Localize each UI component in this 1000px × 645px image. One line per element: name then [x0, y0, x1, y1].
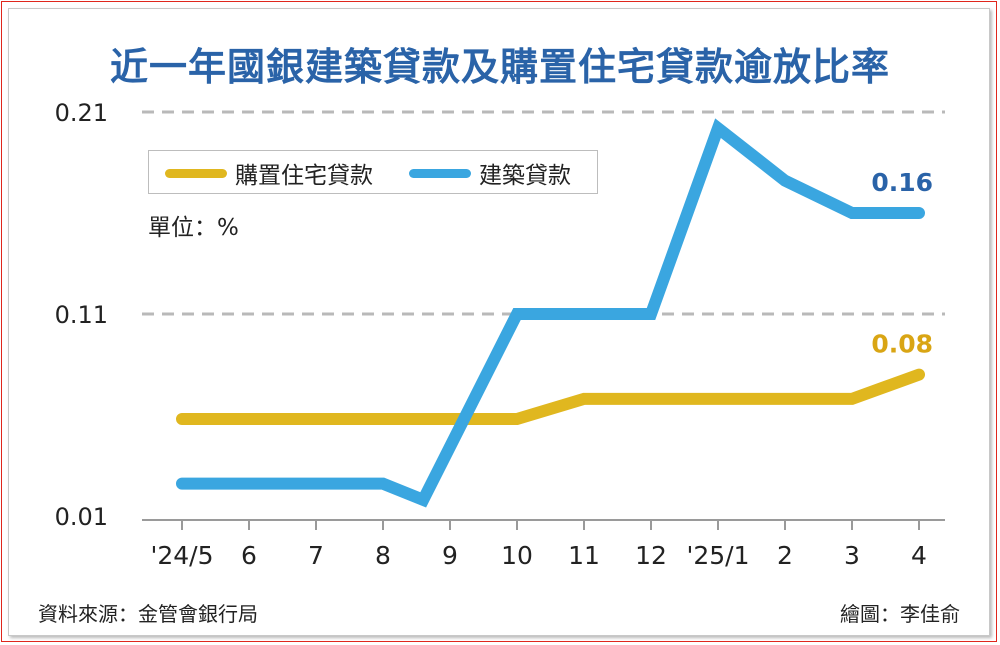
construction-loan-line	[176, 118, 925, 508]
housing-loan-line	[176, 368, 925, 426]
legend-label-housing: 購置住宅貸款	[235, 163, 373, 189]
y-tick-label: 0.11	[55, 301, 108, 329]
y-tick-labels: 0.21 0.11 0.01	[55, 99, 108, 531]
x-tick-label: 6	[241, 541, 257, 570]
series-lines	[176, 118, 925, 508]
legend-swatch-housing	[165, 168, 227, 178]
source-label: 資料來源：金管會銀行局	[38, 602, 258, 626]
grid-lines	[142, 110, 945, 316]
x-tick-label: 10	[501, 541, 533, 570]
chart-panel	[8, 8, 990, 636]
y-tick-label: 0.21	[55, 99, 108, 127]
x-tick-label: 3	[844, 541, 860, 570]
legend-label-construction: 建築貸款	[479, 163, 571, 189]
x-tick-label: 11	[568, 541, 600, 570]
chart-title: 近一年國銀建築貸款及購置住宅貸款逾放比率	[109, 45, 890, 89]
housing-end-label: 0.08	[871, 330, 933, 359]
construction-end-label: 0.16	[871, 168, 933, 197]
legend: 購置住宅貸款 建築貸款	[148, 150, 598, 194]
x-tick-label: 2	[777, 541, 793, 570]
end-labels: 0.08 0.16	[871, 168, 933, 359]
legend-item-construction: 建築貸款	[409, 159, 571, 189]
x-tick-label: '25/1	[686, 541, 749, 570]
y-tick-label: 0.01	[55, 503, 108, 531]
unit-label: 單位：%	[148, 215, 239, 241]
legend-swatch-construction	[409, 168, 471, 178]
legend-item-housing: 購置住宅貸款	[165, 159, 373, 189]
x-tick-label: '24/5	[150, 541, 213, 570]
x-tick-label: 7	[308, 541, 324, 570]
x-tick-labels: '24/5 6 7 8 9 10 11 12 '25/1 2 3 4	[150, 541, 926, 570]
x-tick-label: 9	[442, 541, 458, 570]
x-tick-label: 4	[911, 541, 927, 570]
credit-label: 繪圖：李佳俞	[840, 602, 960, 626]
x-axis	[142, 519, 945, 530]
x-tick-label: 8	[375, 541, 391, 570]
x-tick-label: 12	[635, 541, 667, 570]
